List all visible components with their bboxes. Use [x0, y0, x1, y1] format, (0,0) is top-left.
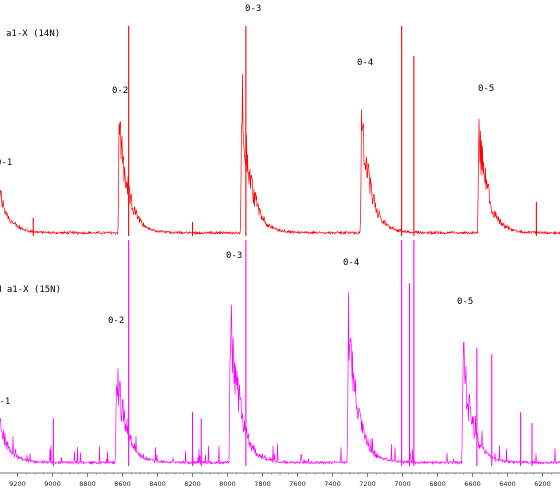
band-label-15n-3: 0-4	[343, 258, 359, 268]
band-label-14n-0: 0-1	[0, 158, 12, 168]
x-axis: 9200 9000 8800 8600 8400 8200 8000 7800 7600 7400…	[9, 473, 552, 488]
x-tick-label-14: 6400	[499, 480, 516, 488]
spectrum-panel-14n: 0-1 0-2 0-3 0-4 0-5	[0, 4, 560, 236]
x-tick-label-6: 8000	[219, 480, 236, 488]
spectrum-panel-15n: 0-1 0-2 0-3 0-4 0-5	[0, 240, 560, 466]
x-tick-label-1: 9000	[44, 480, 61, 488]
x-tick-label-2: 8800	[79, 480, 96, 488]
title-15n: N a1-X (15N)	[0, 285, 61, 295]
x-tick-label-4: 8400	[149, 480, 166, 488]
band-label-15n-1: 0-2	[108, 316, 124, 326]
x-tick-label-13: 6600	[464, 480, 481, 488]
spectrum-trace-14n	[0, 74, 560, 236]
x-tick-label-7: 7800	[254, 480, 271, 488]
x-tick-label-11: 7000	[394, 480, 411, 488]
band-label-14n-2: 0-3	[245, 4, 261, 14]
x-tick-label-8: 7600	[289, 480, 306, 488]
x-tick-label-3: 8600	[114, 480, 131, 488]
band-label-15n-4: 0-5	[457, 297, 473, 307]
x-tick-label-5: 8200	[184, 480, 201, 488]
spectrum-trace-15n	[0, 291, 560, 466]
x-tick-label-10: 7200	[359, 480, 376, 488]
band-label-14n-4: 0-5	[478, 84, 494, 94]
band-label-15n-2: 0-3	[226, 251, 242, 261]
band-label-15n-0: 0-1	[0, 397, 10, 407]
title-14n: a1-X (14N)	[6, 29, 60, 39]
x-tick-label-12: 6800	[429, 480, 446, 488]
x-tick-label-9: 7400	[324, 480, 341, 488]
band-label-14n-3: 0-4	[357, 58, 373, 68]
x-tick-label-0: 9200	[9, 480, 26, 488]
x-tick-label-15: 6200	[534, 480, 551, 488]
band-label-14n-1: 0-2	[112, 86, 128, 96]
